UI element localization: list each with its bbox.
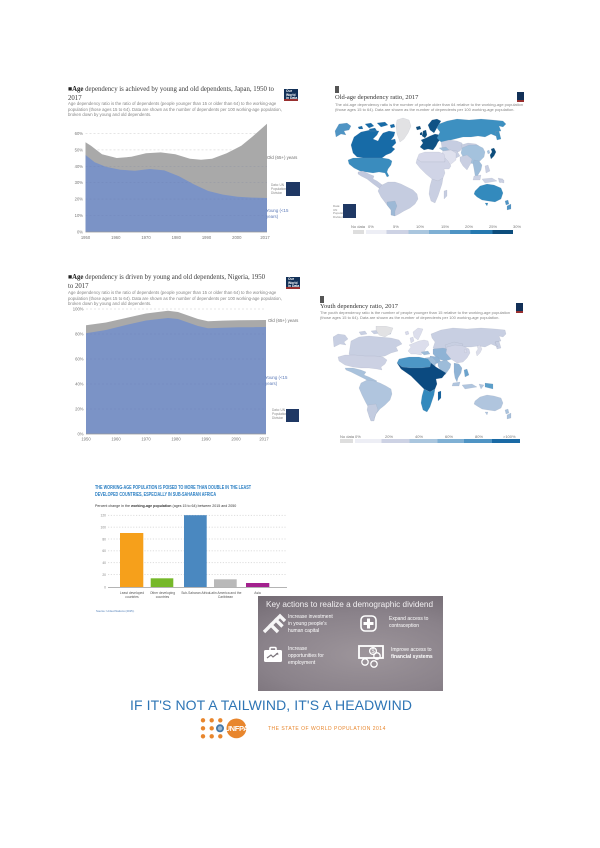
svg-text:80%: 80% — [75, 332, 84, 337]
svg-text:20: 20 — [102, 573, 106, 577]
svg-text:20%: 20% — [75, 197, 84, 202]
svg-text:0%: 0% — [77, 230, 83, 235]
svg-text:1990: 1990 — [202, 235, 212, 240]
svg-text:1950: 1950 — [81, 437, 91, 442]
svg-text:40: 40 — [102, 561, 106, 565]
svg-text:1960: 1960 — [111, 235, 121, 240]
svg-text:120: 120 — [100, 514, 106, 518]
svg-text:UNFPA: UNFPA — [225, 724, 250, 733]
svg-text:60: 60 — [102, 549, 106, 553]
svg-text:1970: 1970 — [141, 235, 151, 240]
svg-text:1960: 1960 — [111, 437, 121, 442]
svg-text:2000: 2000 — [232, 235, 242, 240]
svg-text:2017: 2017 — [259, 437, 269, 442]
svg-text:50%: 50% — [75, 147, 84, 152]
svg-text:1950: 1950 — [81, 235, 91, 240]
svg-text:40%: 40% — [75, 382, 84, 387]
svg-text:0: 0 — [104, 586, 106, 590]
svg-text:100%: 100% — [73, 307, 84, 312]
svg-text:0%: 0% — [77, 432, 83, 437]
svg-text:1990: 1990 — [201, 437, 211, 442]
svg-text:60%: 60% — [75, 131, 84, 136]
svg-text:80: 80 — [102, 537, 106, 541]
svg-text:1970: 1970 — [141, 437, 151, 442]
svg-text:100: 100 — [100, 525, 106, 529]
svg-text:10%: 10% — [75, 213, 84, 218]
svg-text:1980: 1980 — [171, 437, 181, 442]
svg-text:$: $ — [371, 649, 375, 655]
svg-text:60%: 60% — [75, 357, 84, 362]
svg-text:2017: 2017 — [260, 235, 270, 240]
svg-text:2000: 2000 — [231, 437, 241, 442]
svg-text:20%: 20% — [75, 407, 84, 412]
svg-text:40%: 40% — [75, 164, 84, 169]
svg-text:30%: 30% — [75, 180, 84, 185]
svg-text:1980: 1980 — [172, 235, 182, 240]
